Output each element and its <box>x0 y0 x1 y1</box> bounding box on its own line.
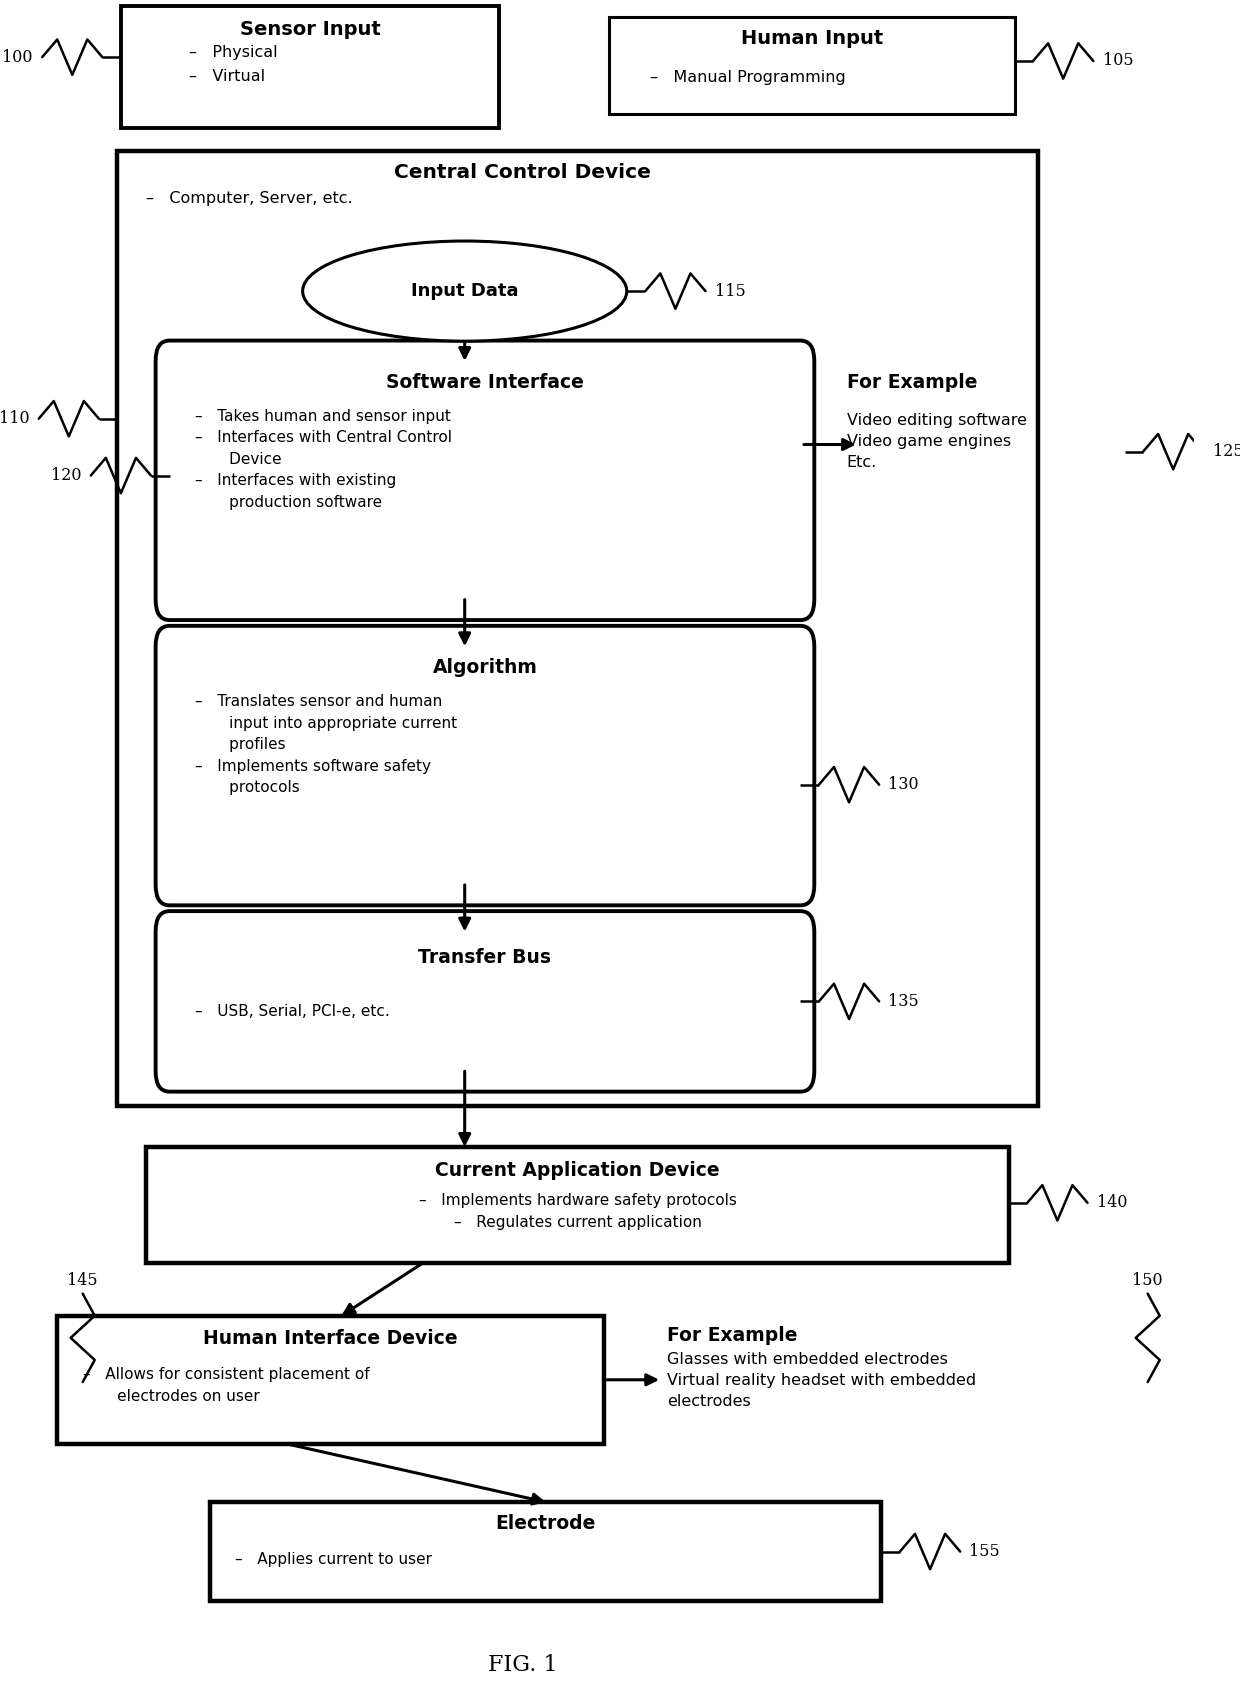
FancyBboxPatch shape <box>118 151 1038 1107</box>
FancyBboxPatch shape <box>210 1503 882 1601</box>
Text: –   Manual Programming: – Manual Programming <box>650 70 846 85</box>
Text: 100: 100 <box>2 49 33 66</box>
Text: 110: 110 <box>0 410 30 427</box>
Text: –   Implements hardware safety protocols
–   Regulates current application: – Implements hardware safety protocols –… <box>419 1193 737 1231</box>
Text: –   Physical
–   Virtual: – Physical – Virtual <box>188 44 278 85</box>
FancyBboxPatch shape <box>57 1316 604 1443</box>
Text: Video editing software
Video game engines
Etc.: Video editing software Video game engine… <box>847 413 1027 471</box>
Text: 140: 140 <box>1096 1195 1127 1212</box>
Text: Glasses with embedded electrodes
Virtual reality headset with embedded
electrode: Glasses with embedded electrodes Virtual… <box>667 1352 976 1409</box>
Text: 130: 130 <box>888 777 919 794</box>
FancyBboxPatch shape <box>156 911 815 1091</box>
Text: 125: 125 <box>1213 444 1240 461</box>
Text: Algorithm: Algorithm <box>433 658 537 677</box>
Text: Transfer Bus: Transfer Bus <box>418 949 552 967</box>
Text: 135: 135 <box>888 993 919 1010</box>
FancyBboxPatch shape <box>120 5 500 127</box>
FancyBboxPatch shape <box>609 17 1014 114</box>
Text: Input Data: Input Data <box>410 282 518 301</box>
Ellipse shape <box>303 241 626 342</box>
Text: Current Application Device: Current Application Device <box>435 1161 720 1180</box>
Text: 150: 150 <box>1132 1272 1163 1289</box>
Text: –   Computer, Server, etc.: – Computer, Server, etc. <box>146 192 353 206</box>
Text: Human Interface Device: Human Interface Device <box>203 1329 458 1348</box>
Text: 145: 145 <box>67 1272 98 1289</box>
FancyBboxPatch shape <box>146 1148 1009 1263</box>
Text: –   Allows for consistent placement of
       electrodes on user: – Allows for consistent placement of ele… <box>83 1367 370 1404</box>
Text: 120: 120 <box>51 468 82 484</box>
Text: Electrode: Electrode <box>496 1515 596 1533</box>
Text: –   USB, Serial, PCI-e, etc.: – USB, Serial, PCI-e, etc. <box>195 1003 389 1018</box>
Text: 115: 115 <box>714 282 745 299</box>
Text: –   Takes human and sensor input
–   Interfaces with Central Control
       Devi: – Takes human and sensor input – Interfa… <box>195 408 453 510</box>
Text: FIG. 1: FIG. 1 <box>487 1654 558 1676</box>
Text: For Example: For Example <box>847 372 977 393</box>
Text: 155: 155 <box>970 1544 1001 1561</box>
Text: 105: 105 <box>1102 53 1133 70</box>
Text: Software Interface: Software Interface <box>386 372 584 393</box>
FancyBboxPatch shape <box>156 626 815 906</box>
Text: –   Applies current to user: – Applies current to user <box>236 1552 433 1567</box>
Text: –   Translates sensor and human
       input into appropriate current
       pro: – Translates sensor and human input into… <box>195 694 458 796</box>
Text: Human Input: Human Input <box>740 29 883 48</box>
FancyBboxPatch shape <box>156 340 815 620</box>
Text: For Example: For Example <box>667 1326 797 1345</box>
Text: Sensor Input: Sensor Input <box>239 20 381 39</box>
Text: Central Control Device: Central Control Device <box>394 163 651 182</box>
